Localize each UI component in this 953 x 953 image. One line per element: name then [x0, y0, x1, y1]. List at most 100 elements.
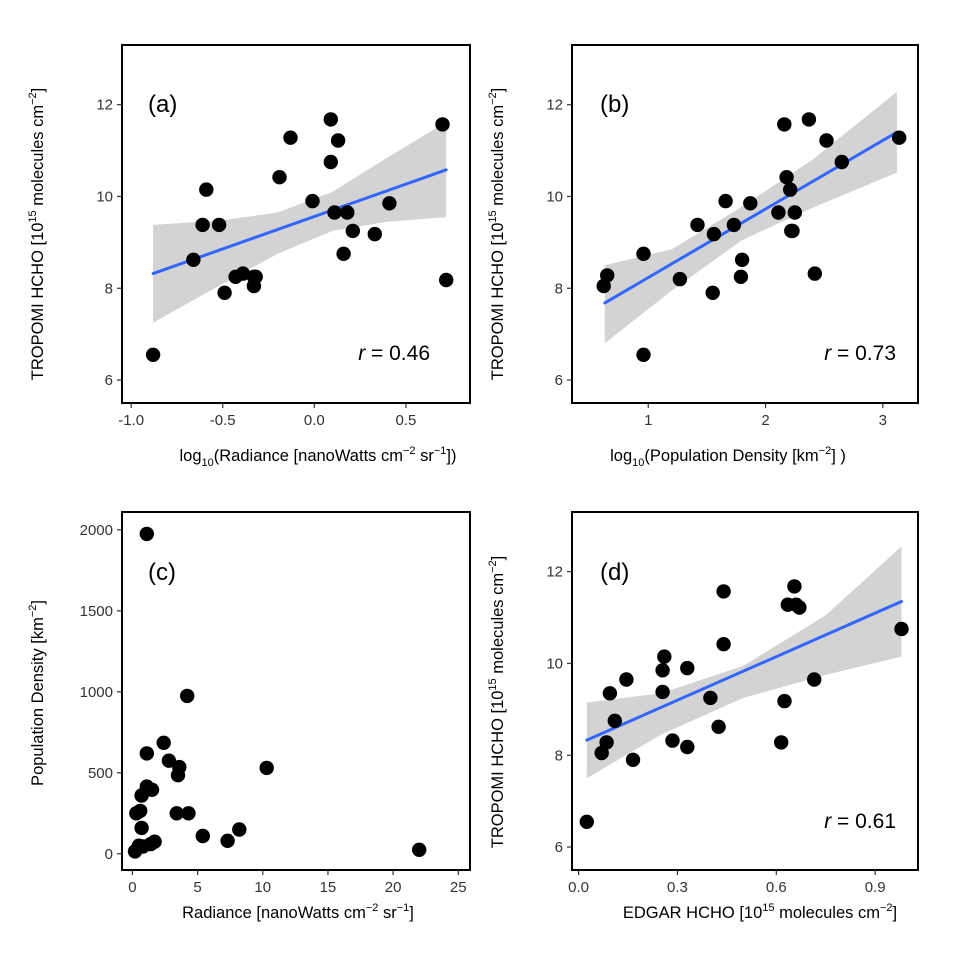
data-point	[636, 246, 651, 261]
plot-frame	[571, 511, 919, 871]
plot-frame	[571, 44, 919, 404]
data-point	[718, 193, 733, 209]
data-point	[600, 268, 615, 283]
x-tick-label: 0.0	[568, 879, 589, 896]
data-point	[771, 205, 786, 220]
data-point	[367, 226, 382, 242]
plot-frame	[121, 44, 471, 404]
panel-label: (d)	[600, 559, 629, 586]
fit-line	[151, 168, 448, 276]
data-point	[706, 226, 722, 242]
data-point	[305, 193, 320, 209]
data-point	[195, 828, 210, 844]
data-point	[156, 735, 171, 750]
data-point	[807, 672, 822, 687]
data-point	[607, 713, 622, 728]
data-point	[220, 833, 235, 848]
data-point	[807, 266, 822, 281]
x-axis-label: log10(Population Density [km−2] )	[610, 445, 846, 469]
y-tick-label: 0	[105, 846, 113, 863]
data-point	[161, 753, 177, 768]
x-axis-label: EDGAR HCHO [1015 molecules cm−2]	[623, 902, 897, 922]
panel-label: (c)	[148, 559, 176, 586]
data-point	[180, 688, 195, 704]
data-point	[134, 820, 149, 836]
data-point	[217, 285, 232, 300]
x-tick-label: 0.5	[395, 412, 416, 429]
data-point	[211, 217, 227, 233]
data-point	[819, 133, 834, 148]
y-tick-label: 2000	[80, 522, 113, 539]
x-tick-label: -0.5	[210, 412, 236, 429]
y-axis-label: Population Density [km−2]	[27, 600, 47, 786]
data-point	[777, 117, 792, 132]
data-point	[147, 834, 162, 849]
x-tick-label: 25	[450, 879, 467, 896]
data-point	[726, 217, 742, 233]
data-point	[711, 719, 726, 734]
x-tick-label: 20	[385, 879, 402, 896]
correlation-label: r = 0.73	[824, 342, 896, 365]
y-tick-label: 12	[546, 564, 563, 581]
data-point	[336, 246, 351, 261]
data-point	[145, 347, 161, 362]
x-tick-label: 2	[761, 412, 769, 429]
data-point	[690, 217, 705, 233]
data-point	[733, 269, 749, 284]
x-tick-label: -1.0	[118, 412, 144, 429]
data-point	[139, 746, 154, 761]
data-point	[186, 252, 201, 267]
x-tick-label: 0.9	[865, 879, 886, 896]
data-point	[232, 822, 247, 837]
data-point	[382, 196, 397, 211]
data-point	[680, 660, 695, 676]
data-point	[680, 739, 695, 755]
x-tick-label: 10	[254, 879, 271, 896]
data-point	[181, 806, 196, 821]
data-point	[774, 735, 789, 750]
x-tick-label: 0.3	[667, 879, 688, 896]
fit-line	[603, 130, 899, 305]
data-point	[619, 672, 634, 687]
x-axis-label: Radiance [nanoWatts cm−2 sr−1]	[182, 902, 414, 922]
data-points	[127, 526, 427, 859]
data-point	[783, 182, 798, 197]
y-axis-label: TROPOMI HCHO [1015 molecules cm−2]	[487, 88, 507, 381]
data-point	[340, 205, 355, 220]
data-point	[892, 130, 907, 145]
axis-ticks: -1.0 -0.5 0.0 0.5 6 8 10 12	[96, 97, 416, 429]
panel-d: 0.0 0.3 0.6 0.9 6 8 10 12 (d) r = 0.61 EDGAR HC…	[487, 511, 919, 922]
x-tick-label: 0.6	[766, 879, 787, 896]
y-tick-label: 8	[105, 280, 113, 297]
data-point	[259, 760, 274, 776]
y-tick-label: 6	[555, 372, 563, 389]
x-axis-label: log10(Radiance [nanoWatts cm−2 sr−1])	[179, 445, 456, 469]
y-tick-label: 10	[546, 655, 563, 672]
confidence-band-area	[586, 546, 902, 779]
data-point	[657, 649, 672, 664]
plot-frame	[121, 511, 471, 871]
x-tick-label: 0.0	[304, 412, 325, 429]
data-point	[272, 170, 287, 185]
data-point	[235, 266, 251, 281]
x-tick-label: 15	[320, 879, 337, 896]
y-tick-label: 6	[105, 372, 113, 389]
data-points	[145, 112, 454, 362]
data-point	[625, 752, 641, 767]
data-point	[195, 217, 210, 233]
panel-c: 0 5 10 15 20 25 0 500 1000 1500 2000 (c) Radiance …	[27, 511, 471, 922]
data-point	[435, 117, 450, 132]
data-point	[172, 759, 187, 775]
data-point	[703, 690, 718, 706]
y-tick-label: 10	[96, 188, 113, 205]
data-point	[777, 693, 792, 709]
correlation-label: r = 0.46	[358, 342, 430, 365]
x-tick-label: 5	[193, 879, 201, 896]
data-point	[323, 112, 338, 127]
data-point	[716, 584, 731, 599]
data-point	[283, 130, 298, 145]
data-point	[785, 223, 800, 239]
data-point	[779, 170, 794, 185]
